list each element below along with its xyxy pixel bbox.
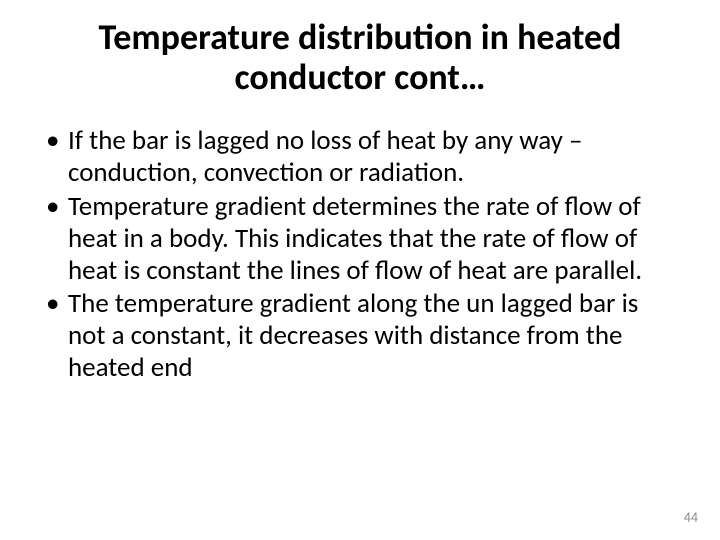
list-item: If the bar is lagged no loss of heat by …	[40, 125, 680, 189]
list-item: The temperature gradient along the un la…	[40, 288, 680, 384]
bullet-list: If the bar is lagged no loss of heat by …	[40, 125, 680, 384]
slide-title: Temperature distribution in heated condu…	[40, 18, 680, 97]
page-number: 44	[684, 509, 698, 526]
slide: Temperature distribution in heated condu…	[0, 0, 720, 540]
list-item: Temperature gradient determines the rate…	[40, 191, 680, 287]
